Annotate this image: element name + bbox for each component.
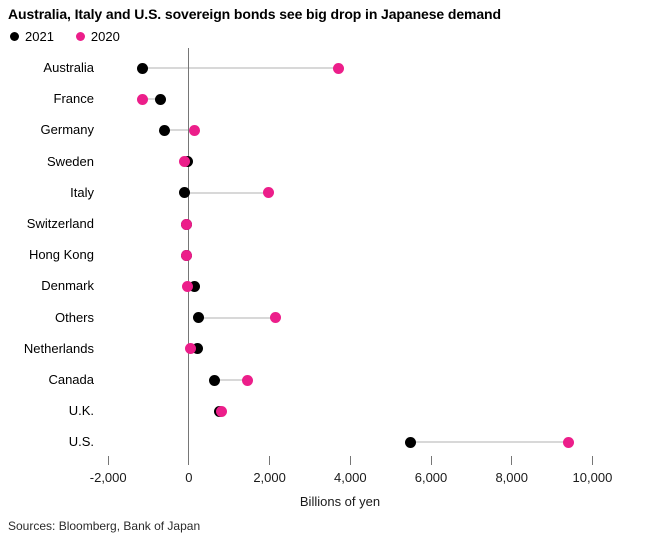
dot-2021 — [179, 187, 191, 199]
dot-2021 — [137, 62, 148, 74]
x-tick-mark — [430, 456, 432, 465]
category-label: Australia — [43, 60, 94, 75]
category-label: Sweden — [47, 153, 94, 169]
dot-2020 — [562, 436, 574, 448]
dot-2021 — [189, 280, 201, 292]
connector-line — [198, 316, 276, 319]
dot-2020 — [241, 374, 253, 386]
x-tick-mark — [269, 456, 271, 465]
dot-2021 — [159, 124, 171, 136]
dot-2021 — [192, 312, 204, 324]
legend-dot-2020-icon — [75, 32, 85, 41]
dot-2021 — [155, 93, 167, 105]
dot-2020 — [262, 187, 274, 199]
dot-2020 — [178, 156, 190, 168]
chart-title: Australia, Italy and U.S. sovereign bond… — [8, 6, 501, 22]
dot-2020 — [270, 312, 282, 324]
dot-2020 — [216, 405, 228, 417]
x-tick-label: 6,000 — [414, 470, 448, 485]
connector-line — [142, 67, 339, 69]
x-tick-label: 2,000 — [253, 470, 286, 485]
x-tick-mark — [349, 456, 351, 465]
dot-2020 — [185, 343, 197, 355]
dot-2021 — [192, 343, 204, 355]
legend-dot-2021-icon — [10, 32, 19, 41]
connector-line — [410, 441, 569, 444]
source-note: Sources: Bloomberg, Bank of Japan — [8, 519, 201, 533]
dot-2020 — [137, 93, 148, 105]
dot-2020 — [189, 124, 201, 136]
category-label: Germany — [40, 122, 94, 138]
connector-line — [142, 98, 161, 101]
category-label: Hong Kong — [28, 247, 94, 263]
x-axis-title: Billions of yen — [299, 494, 381, 509]
category-label: Canada — [48, 372, 94, 387]
x-tick-label: 10,000 — [572, 470, 613, 485]
category-label: Netherlands — [23, 340, 94, 356]
x-tick-mark — [511, 456, 513, 465]
legend-item-2021: 2021 — [10, 29, 54, 44]
legend-label-2020: 2020 — [90, 29, 120, 44]
x-tick-label: -2,000 — [89, 470, 127, 485]
dot-2020 — [181, 218, 193, 230]
legend-label-2021: 2021 — [25, 29, 54, 44]
category-label: Italy — [70, 184, 94, 200]
connector-line — [214, 379, 248, 381]
dot-2020 — [181, 280, 193, 292]
dot-2020 — [180, 249, 192, 261]
x-tick-label: 4,000 — [334, 470, 367, 485]
category-label: Switzerland — [26, 216, 94, 231]
legend-item-2020: 2020 — [75, 29, 120, 44]
dot-2020 — [332, 62, 344, 74]
dot-2021 — [405, 436, 417, 448]
x-tick-mark — [107, 456, 109, 465]
category-label: U.K. — [68, 403, 94, 419]
category-label: Others — [54, 309, 94, 325]
x-tick-label: 8,000 — [495, 470, 528, 485]
connector-line — [164, 129, 195, 132]
legend: 2021 2020 — [10, 29, 120, 44]
x-tick-mark — [591, 456, 593, 465]
dot-2021 — [209, 374, 221, 386]
x-tick-label: 0 — [185, 470, 193, 485]
category-label: U.S. — [68, 434, 94, 450]
connector-line — [184, 191, 269, 194]
category-label: Denmark — [41, 278, 94, 294]
category-label: France — [53, 91, 94, 107]
